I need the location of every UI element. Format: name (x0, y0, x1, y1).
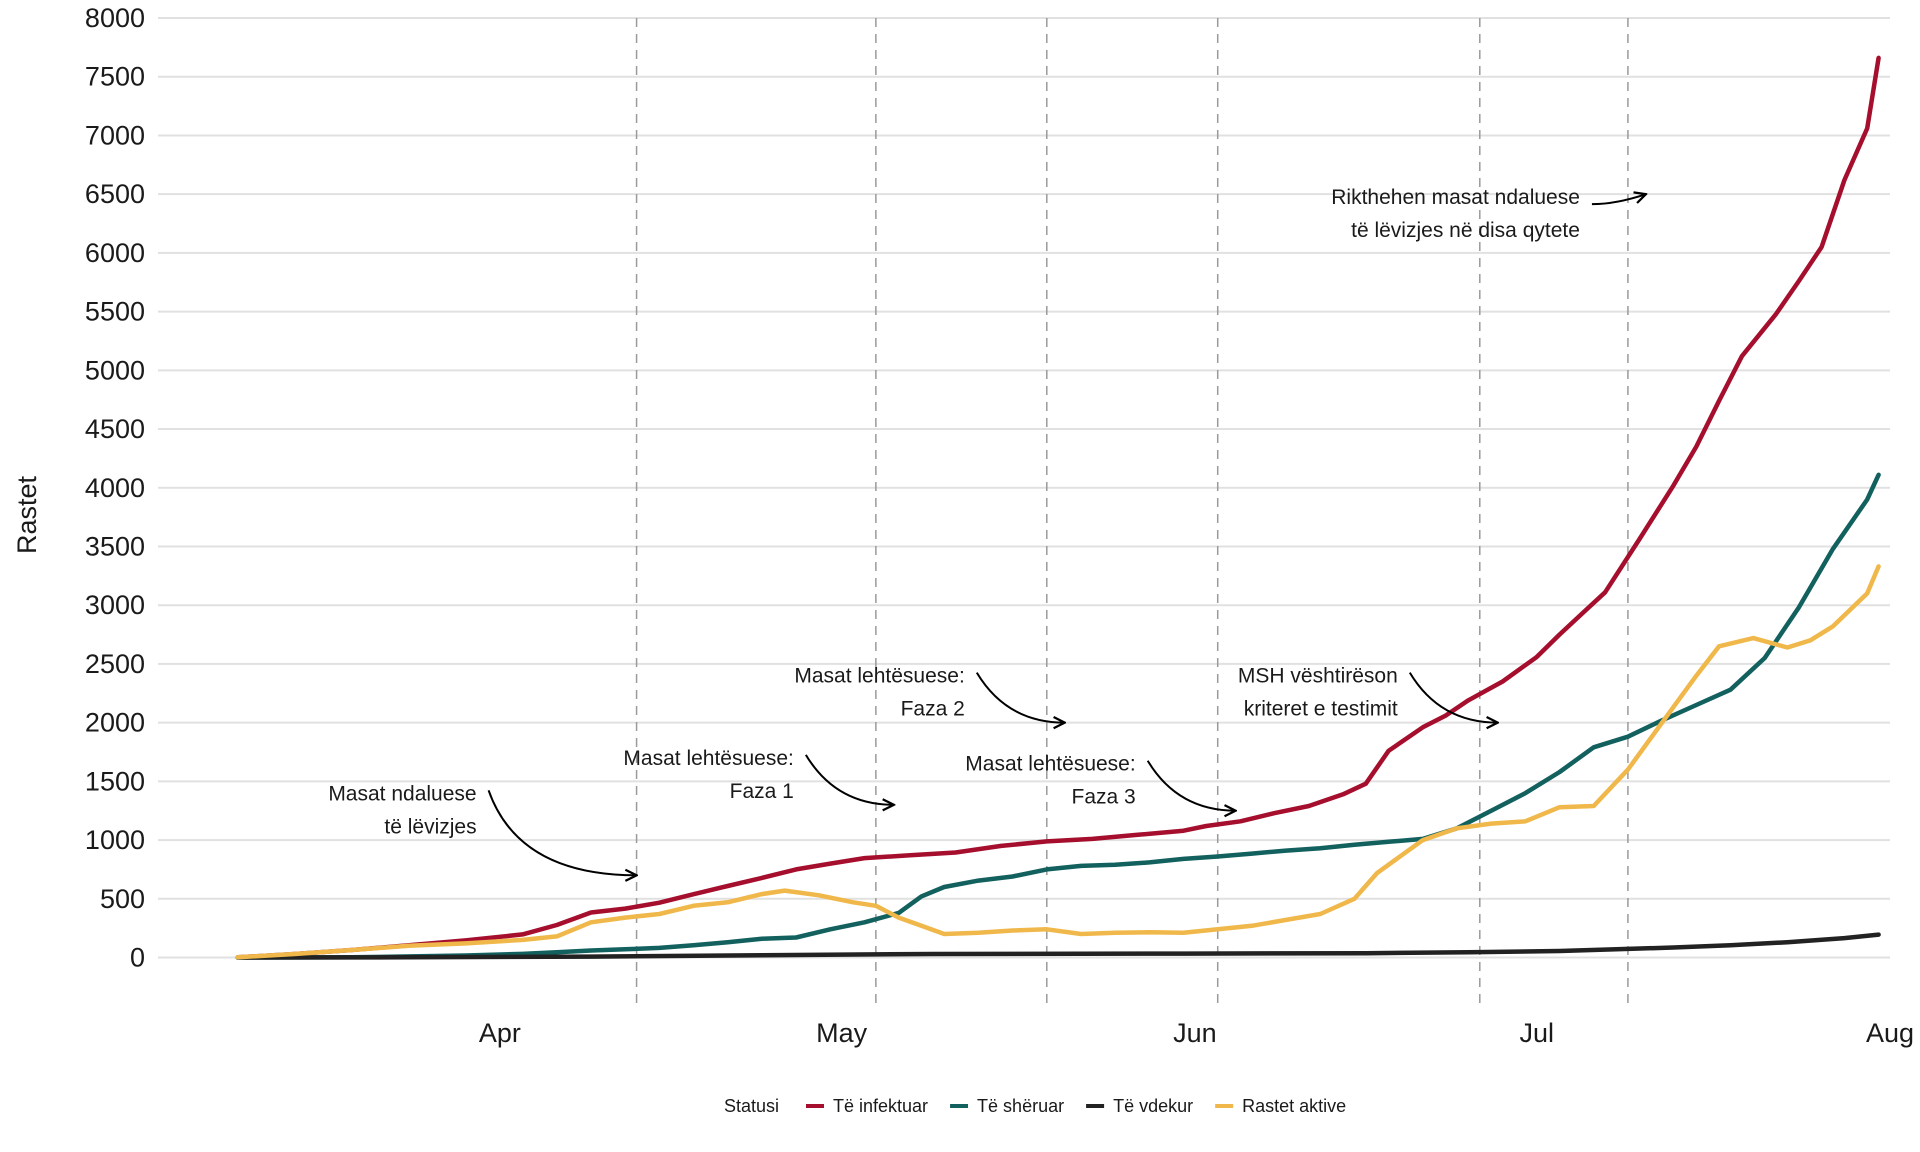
y-tick-label: 3000 (85, 590, 145, 620)
x-tick-label: Jun (1173, 1018, 1217, 1048)
y-tick-label: 2500 (85, 649, 145, 679)
annotations: Masat ndaluese të lëvizjes Masat lehtësues… (328, 186, 1646, 875)
annotation-text: Rikthehen masat ndaluese (1331, 186, 1580, 209)
legend-label: Të shëruar (977, 1096, 1064, 1116)
annotation-text: Faza 1 (730, 780, 794, 803)
y-tick-label: 4000 (85, 473, 145, 503)
y-tick-label: 500 (100, 884, 145, 914)
annotation-text: Masat lehtësuese: (623, 747, 793, 770)
annotation-text: Masat lehtësuese: (965, 753, 1135, 776)
y-tick-label: 6000 (85, 238, 145, 268)
y-gridlines (158, 17, 1890, 959)
series-lines (235, 55, 1881, 960)
y-tick-label: 1500 (85, 766, 145, 796)
y-tick-label: 1000 (85, 825, 145, 855)
annotation-arrow (805, 754, 894, 805)
annotation-text: MSH vështirëson (1238, 665, 1398, 688)
annotation-text: të lëvizjes (384, 815, 476, 838)
annotation-arrow (1408, 672, 1498, 723)
y-tick-label: 8000 (85, 3, 145, 33)
series-line (235, 564, 1881, 960)
annotation-text: Masat lehtësuese: (794, 665, 964, 688)
legend-label: Rastet aktive (1242, 1096, 1346, 1116)
legend-label: Të infektuar (833, 1096, 928, 1116)
annotation-text: kriteret e testimit (1244, 698, 1398, 721)
y-tick-label: 3500 (85, 531, 145, 561)
annotation-text: të lëvizjes në disa qytete (1351, 219, 1580, 242)
legend: Statusi Të infektuar Të shëruar Të vdekur Ra… (724, 1096, 1346, 1116)
event-lines (635, 18, 1629, 1008)
x-tick-labels: Apr May Jun Jul Aug (479, 1018, 1914, 1048)
x-tick-label: Jul (1520, 1018, 1555, 1048)
y-tick-label: 6500 (85, 179, 145, 209)
y-tick-label: 4500 (85, 414, 145, 444)
legend-title: Statusi (724, 1096, 779, 1116)
annotation-text: Faza 2 (901, 698, 965, 721)
annotation-arrow (487, 789, 637, 875)
y-tick-labels: 0 500 1000 1500 2000 2500 3000 3500 4000 4500 5000… (85, 3, 145, 973)
annotation-text: Masat ndaluese (328, 782, 476, 805)
y-tick-label: 2000 (85, 708, 145, 738)
x-tick-label: May (816, 1018, 868, 1048)
y-tick-label: 0 (130, 943, 145, 973)
x-tick-label: Apr (479, 1018, 521, 1048)
series-line (235, 932, 1881, 960)
y-tick-label: 5500 (85, 297, 145, 327)
series-line (235, 55, 1881, 960)
annotation-arrow (975, 672, 1065, 723)
series-line (235, 472, 1881, 960)
y-tick-label: 7000 (85, 120, 145, 150)
y-tick-label: 5000 (85, 355, 145, 385)
y-tick-label: 7500 (85, 62, 145, 92)
annotation-arrow (1591, 194, 1646, 206)
annotation-arrow (1146, 760, 1236, 811)
x-tick-label: Aug (1866, 1018, 1914, 1048)
y-axis-title: Rastet (12, 475, 42, 554)
legend-label: Të vdekur (1113, 1096, 1193, 1116)
annotation-text: Faza 3 (1072, 786, 1136, 809)
